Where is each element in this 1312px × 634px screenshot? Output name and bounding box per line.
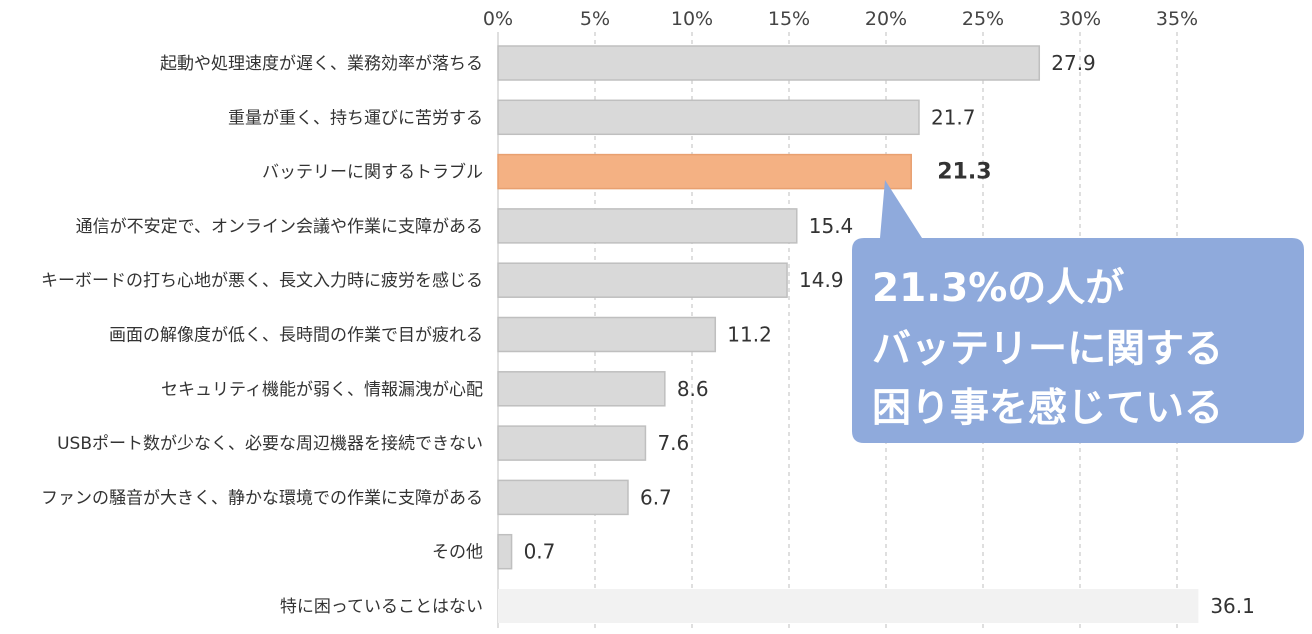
bar: [498, 589, 1199, 623]
value-label: 8.6: [677, 377, 709, 401]
value-label: 7.6: [657, 431, 689, 455]
bar: [497, 533, 513, 570]
x-axis-ticks: 0% 5% 10% 15% 20% 25% 30% 35%: [483, 8, 1198, 30]
bar: [497, 371, 666, 407]
category-label: 通信が不安定で、オンライン会議や作業に支障がある: [76, 217, 483, 237]
bar: [497, 208, 798, 244]
bar: [497, 45, 1041, 81]
category-label: キーボードの打ち心地が悪く、長文入力時に疲労を感じる: [41, 271, 483, 291]
bar-highlight: [497, 153, 912, 190]
category-labels: 起動や処理速度が遅く、業務効率が落ちる重量が重く、持ち運びに苦労するバッテリーに…: [41, 54, 483, 617]
value-labels: 27.9 21.7 21.3 15.4 14.9 11.2 8.6 7.6 6.7 0.7 36.1: [524, 51, 1255, 618]
value-label: 15.4: [809, 214, 854, 238]
x-tick-label: 35%: [1156, 8, 1198, 30]
value-label: 21.7: [931, 105, 976, 129]
category-label: 画面の解像度が低く、長時間の作業で目が疲れる: [109, 326, 483, 346]
callout-bubble: [852, 180, 1304, 443]
x-tick-label: 5%: [580, 8, 610, 30]
x-tick-label: 15%: [768, 8, 810, 30]
category-label: USBポート数が少なく、必要な周辺機器を接続できない: [57, 434, 483, 454]
value-label: 11.2: [727, 323, 772, 347]
value-label: 0.7: [524, 540, 556, 564]
x-tick-label: 25%: [962, 8, 1004, 30]
value-label: 36.1: [1210, 594, 1255, 618]
x-tick-label: 0%: [483, 8, 513, 30]
category-label: バッテリーに関するトラブル: [262, 162, 483, 183]
bar: [497, 99, 920, 136]
value-label: 14.9: [799, 268, 844, 292]
callout-line: 21.3%の人が: [872, 266, 1124, 311]
value-label-highlight: 21.3: [937, 160, 991, 185]
callout-line: 困り事を感じている: [872, 386, 1223, 431]
category-label: セキュリティ機能が弱く、情報漏洩が心配: [161, 380, 483, 400]
category-label: 重量が重く、持ち運びに苦労する: [228, 108, 483, 128]
category-label: その他: [432, 543, 483, 563]
value-label: 27.9: [1051, 51, 1096, 75]
callout: 21.3%の人が バッテリーに関する 困り事を感じている: [852, 180, 1304, 443]
bars: [497, 45, 1199, 623]
x-tick-label: 20%: [865, 8, 907, 30]
bar: [497, 262, 788, 298]
bar: [497, 425, 647, 461]
value-label: 6.7: [640, 485, 672, 509]
category-label: 特に困っていることはない: [280, 597, 483, 617]
x-tick-label: 10%: [671, 8, 713, 30]
callout-line: バッテリーに関する: [872, 327, 1223, 372]
bar: [497, 316, 717, 353]
bar: [497, 479, 629, 516]
category-label: ファンの騒音が大きく、静かな環境での作業に支障がある: [41, 488, 483, 508]
x-tick-label: 30%: [1059, 8, 1101, 30]
category-label: 起動や処理速度が遅く、業務効率が落ちる: [160, 54, 483, 74]
